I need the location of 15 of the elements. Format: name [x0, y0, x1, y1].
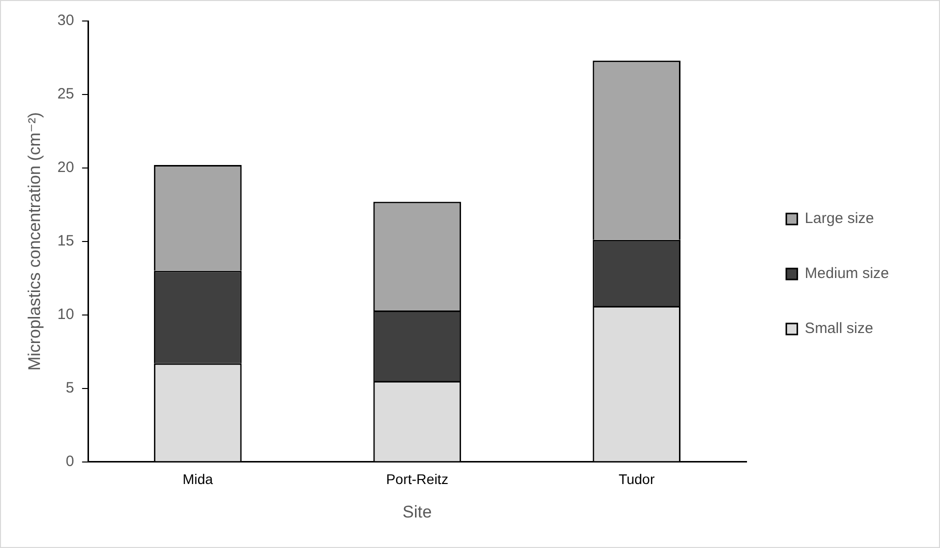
y-tick-label: 10 — [57, 306, 74, 324]
y-axis-title: Microplastics concentration (cm⁻²) — [24, 112, 44, 371]
x-axis-title: Site — [402, 502, 432, 522]
y-tick-label: 0 — [66, 452, 74, 470]
y-tick-label: 15 — [57, 232, 74, 250]
x-tick-label: Mida — [182, 471, 214, 488]
legend-label: Large size — [804, 210, 874, 228]
legend-label: Small size — [804, 320, 874, 338]
x-tick-label: Port-Reitz — [386, 471, 448, 488]
y-tick-label: 30 — [57, 12, 74, 30]
legend-label: Medium size — [804, 265, 890, 282]
y-tick-label: 5 — [66, 379, 74, 396]
y-tick-label: 25 — [57, 86, 74, 103]
x-tick-label: Tudor — [618, 471, 655, 488]
y-tick-label: 20 — [57, 159, 74, 176]
